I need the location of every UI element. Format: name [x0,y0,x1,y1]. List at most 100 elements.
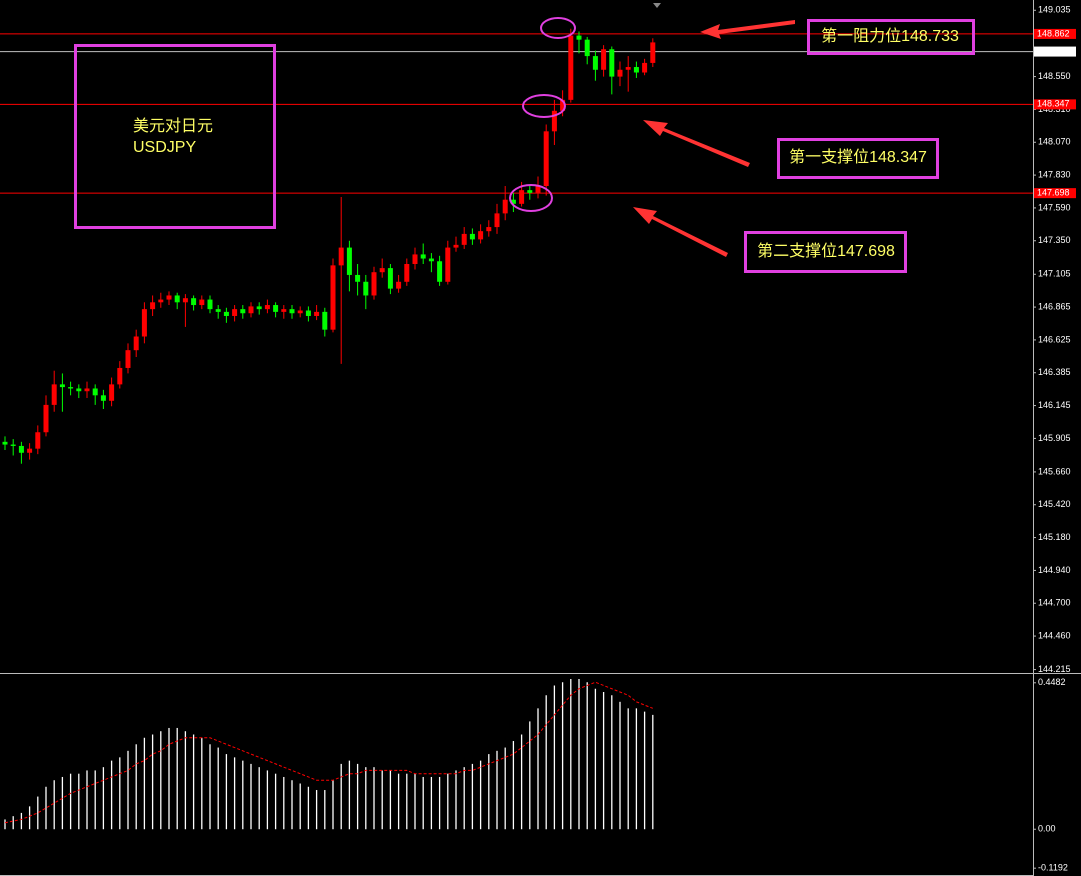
candle-body [346,247,352,275]
candle-body [568,35,574,100]
candle-body [133,336,139,351]
candle-body [322,311,328,330]
candle-body [314,311,320,316]
candle-body [59,384,65,388]
candle-body [625,67,631,70]
candle-body [256,306,262,310]
candle-body [543,131,549,187]
y-tick-label: 147.830 [1038,169,1071,179]
arrow [643,120,750,167]
title: 美元对日元 [133,117,213,135]
candle-body [510,199,516,204]
y-tick-label: 145.180 [1038,532,1071,542]
level-label: 148.347 [1037,99,1070,109]
candle-body [18,445,24,453]
candle-body [535,186,541,193]
candle-body [428,258,434,262]
candle-body [461,233,467,245]
marker [653,3,661,8]
candle-body [642,62,648,73]
annotation: 第一阻力位148.733 [821,27,959,45]
candle-body [2,441,8,445]
candle-body [305,310,311,316]
y-tick-label: 144.700 [1038,598,1071,608]
candle-body [404,264,410,282]
candle-body [125,350,131,368]
arrow [700,20,795,39]
candle-body [396,281,402,289]
candle-body [609,49,615,77]
candle-body [297,310,303,314]
level-label: 147.698 [1037,188,1070,198]
candle-body [617,69,623,77]
y-tick-label: 148.550 [1038,71,1071,81]
candle-body [27,448,33,453]
candle-body [248,306,254,314]
candle-body [387,268,393,289]
candle-body [527,190,533,193]
candle-body [182,298,188,303]
y-tick-label: 146.625 [1038,334,1071,344]
candle-body [560,99,566,111]
candle-body [109,384,115,401]
y-tick-label: 146.865 [1038,301,1071,311]
candle-body [92,388,98,396]
candle-body [363,281,369,296]
candle-body [166,295,172,300]
candle-body [519,190,525,204]
candle-body [10,444,16,446]
highlight [540,17,576,39]
candle-body [232,309,238,316]
candle-body [289,309,295,314]
candle-body [412,254,418,265]
candle-body [420,254,426,259]
y-tick-label: 145.420 [1038,499,1071,509]
candle-body [437,261,443,282]
candle-body [355,274,361,282]
level-tag [1034,188,1076,199]
y-tick-label: 147.105 [1038,269,1071,279]
candle-body [469,233,475,240]
candle-body [174,295,180,303]
candle-body [584,39,590,57]
candle-body [592,56,598,70]
annotation-box [777,138,939,179]
y-tick-label: 0.4482 [1038,677,1066,687]
candle-body [51,384,57,405]
annotation: 第一支撑位148.347 [789,148,927,166]
candle-body [273,305,279,312]
highlight [522,94,566,118]
y-tick-label: 0.00 [1038,824,1056,834]
annotation: 第二支撑位147.698 [757,242,895,260]
candle-body [199,299,205,306]
y-tick-label: -0.1192 [1038,863,1068,873]
y-tick-label: 145.905 [1038,433,1071,443]
level-tag [1034,28,1076,39]
candle-body [494,213,500,228]
candle-body [330,265,336,330]
y-tick-label: 147.590 [1038,202,1071,212]
candle-body [76,388,82,392]
candle-body [576,35,582,40]
candle-body [502,199,508,214]
candle-body [68,387,74,389]
arrow [633,207,728,257]
candle-body [117,367,123,385]
candle-body [223,311,229,316]
candle-body [453,244,459,248]
candle-body [207,299,213,310]
candle-body [100,395,106,401]
candle-body [478,231,484,240]
y-tick-label: 147.350 [1038,235,1071,245]
y-tick-label: 145.660 [1038,466,1071,476]
y-tick-label: 146.145 [1038,400,1071,410]
highlight [509,184,553,212]
candle-body [445,247,451,282]
candle-body [141,309,147,337]
candle-body [215,309,221,312]
y-tick-label: 144.460 [1038,630,1071,640]
candle-body [633,67,639,73]
candle-body [281,309,287,312]
